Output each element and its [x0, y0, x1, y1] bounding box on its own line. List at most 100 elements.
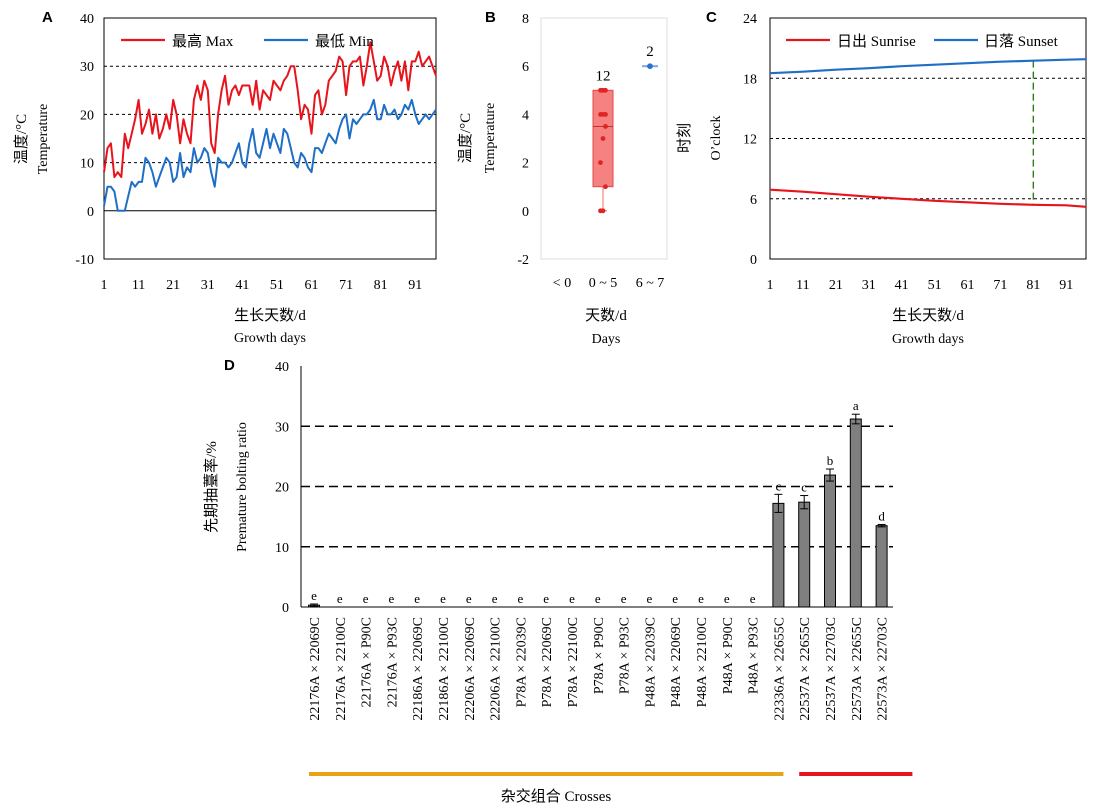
legend-label-max: 最高 Max — [172, 33, 234, 50]
panel-a-x-tick-3: 31 — [201, 278, 215, 293]
panel-c-x-tick-7: 71 — [993, 278, 1007, 293]
panel-a-x-tick-4: 41 — [235, 278, 249, 293]
panel-d-x-label: 杂交组合 Crosses — [501, 787, 612, 805]
panel-c-y-tick-4: 24 — [743, 12, 757, 27]
panel-a-x-tick-0: 1 — [101, 278, 108, 293]
panel-d-x-tick-20: 22537A × 22703C — [824, 617, 839, 721]
panel-d-sig-label-7: e — [492, 591, 498, 606]
panel-d-sig-label-19: c — [801, 480, 807, 495]
panel-d-y-label-en: Premature bolting ratio — [235, 422, 250, 552]
panel-c-y-label-en: O’clock — [709, 115, 724, 160]
panel-c-x-tick-4: 41 — [895, 278, 909, 293]
panel-d-y-tick-1: 10 — [275, 541, 289, 556]
panel-d-sig-label-22: d — [878, 508, 885, 523]
panel-d-chart: 0 10 20 30 40 e e e e e e e e e e e e e e e e e e c c b a d 22176A… — [203, 360, 913, 805]
panel-c-x-tick-1: 11 — [796, 278, 809, 293]
panel-d-bars: e e e e e e e e e e e e e e e e e e c c b a d — [308, 398, 888, 608]
panel-b-y-tick-3: 4 — [522, 108, 529, 123]
panel-a-y-tick-2: 10 — [80, 157, 94, 172]
panel-d-sig-label-5: e — [440, 591, 446, 606]
panel-d-x-tick-9: P78A × 22069C — [540, 617, 555, 707]
panel-d-sig-label-4: e — [414, 591, 420, 606]
panel-d-x-tick-14: P48A × 22069C — [669, 617, 684, 707]
panel-d-bar-21 — [849, 418, 862, 608]
panel-b-x-label-en: Days — [592, 332, 621, 347]
panel-d-sig-label-2: e — [363, 591, 369, 606]
panel-a-series-line-1 — [103, 98, 437, 212]
panel-d-bar-19 — [798, 501, 811, 608]
panel-d-y-tick-4: 40 — [275, 360, 289, 375]
panel-a-x-label-cn: 生长天数/d — [234, 307, 306, 324]
panel-d-sig-label-17: e — [750, 591, 756, 606]
panel-label-b: B — [485, 9, 496, 26]
panel-d-x-tick-6: 22206A × 22069C — [463, 617, 478, 721]
panel-c-x-label-en: Growth days — [892, 332, 964, 347]
panel-a-x-tick-8: 81 — [374, 278, 388, 293]
panel-d-x-tick-5: 22186A × 22100C — [437, 617, 452, 721]
panel-c-reference-lines — [770, 60, 1086, 205]
panel-d-bar-18 — [772, 502, 785, 608]
panel-d-x-tick-8: P78A × 22039C — [514, 617, 529, 707]
panel-d-x-tick-16: P48A × P90C — [721, 617, 736, 694]
panel-d-sig-label-16: e — [724, 591, 730, 606]
panel-d-x-tick-17: P48A × P93C — [747, 617, 762, 694]
panel-d-x-tick-22: 22573A × 22703C — [876, 617, 891, 721]
panel-a-y-label-en: Temperature — [36, 104, 51, 175]
panel-c-x-tick-9: 91 — [1059, 278, 1073, 293]
panel-d-x-tick-12: P78A × P93C — [618, 617, 633, 694]
panel-d-x-tick-3: 22176A × P93C — [385, 617, 400, 707]
panel-b-point-1-5 — [603, 124, 608, 129]
panel-d-x-ticks: 22176A × 22069C 22176A × 22100C 22176A × P… — [308, 617, 891, 721]
panel-d-bar-22 — [875, 525, 888, 608]
panel-d-sig-label-11: e — [595, 591, 601, 606]
panel-b-y-tick-0: -2 — [517, 253, 529, 268]
panel-c-y-tick-1: 6 — [750, 193, 757, 208]
panel-d-sig-label-3: e — [389, 591, 395, 606]
panel-d-x-tick-15: P48A × 22100C — [695, 617, 710, 707]
panel-d-sig-label-13: e — [647, 591, 653, 606]
panel-c-legend: 日出 Sunrise 日落 Sunset — [786, 33, 1059, 50]
panel-d-y-tick-3: 30 — [275, 420, 289, 435]
panel-b-count-2: 2 — [646, 44, 654, 60]
panel-a-reference-lines — [104, 65, 436, 164]
panel-a-x-tick-7: 71 — [339, 278, 353, 293]
panel-d-sig-label-21: a — [853, 398, 859, 413]
panel-a-y-label-cn: 温度/°C — [13, 114, 30, 164]
panel-d-bar-20 — [824, 474, 836, 608]
panel-a-x-tick-5: 51 — [270, 278, 284, 293]
panel-c-x-tick-8: 81 — [1026, 278, 1040, 293]
panel-b-point-1-3 — [598, 160, 603, 166]
panel-a-y-tick-5: 40 — [80, 12, 94, 27]
panel-b-y-tick-5: 8 — [522, 12, 529, 27]
panel-b-x-tick-0: < 0 — [553, 276, 571, 291]
panel-b-x-tick-2: 6 ~ 7 — [636, 276, 665, 291]
panel-b-y-ticks: -2 0 2 4 6 8 — [517, 12, 529, 268]
panel-b-boxes: 12 2 — [592, 44, 658, 214]
panel-c-y-ticks: 0 6 12 18 24 — [743, 12, 757, 268]
panel-d-sig-label-0: e — [311, 588, 317, 603]
panel-b-point-1-8 — [603, 112, 608, 117]
panel-c-x-tick-6: 61 — [961, 278, 975, 293]
panel-d-x-tick-7: 22206A × 22100C — [489, 617, 504, 721]
panel-a-x-ticks: 1 11 21 31 41 51 61 71 81 91 — [101, 278, 423, 293]
panel-d-x-tick-19: 22537A × 22655C — [798, 617, 813, 721]
panel-d-y-tick-0: 0 — [282, 601, 289, 616]
panel-label-d: D — [224, 357, 235, 374]
panel-a-y-tick-1: 0 — [87, 205, 94, 220]
panel-d-sig-label-15: e — [698, 591, 704, 606]
panel-d-y-label-cn: 先期抽薹率/% — [203, 441, 220, 533]
panel-d-x-tick-2: 22176A × P90C — [360, 617, 375, 707]
panel-b-point-1-2 — [603, 184, 608, 190]
panel-c-y-label-cn: 时刻 — [676, 123, 693, 153]
panel-c-series-line-0 — [769, 188, 1087, 208]
legend-label-min: 最低 Min — [315, 33, 374, 50]
panel-b-y-label-cn: 温度/°C — [457, 113, 474, 163]
panel-c-x-label-cn: 生长天数/d — [892, 307, 964, 324]
panel-b-x-label-cn: 天数/d — [585, 307, 627, 324]
panel-d-x-tick-0: 22176A × 22069C — [308, 617, 323, 721]
panel-d-sig-label-10: e — [569, 591, 575, 606]
panel-a-x-tick-1: 11 — [132, 278, 145, 293]
panel-a-y-label: 温度/°C Temperature — [13, 104, 51, 175]
